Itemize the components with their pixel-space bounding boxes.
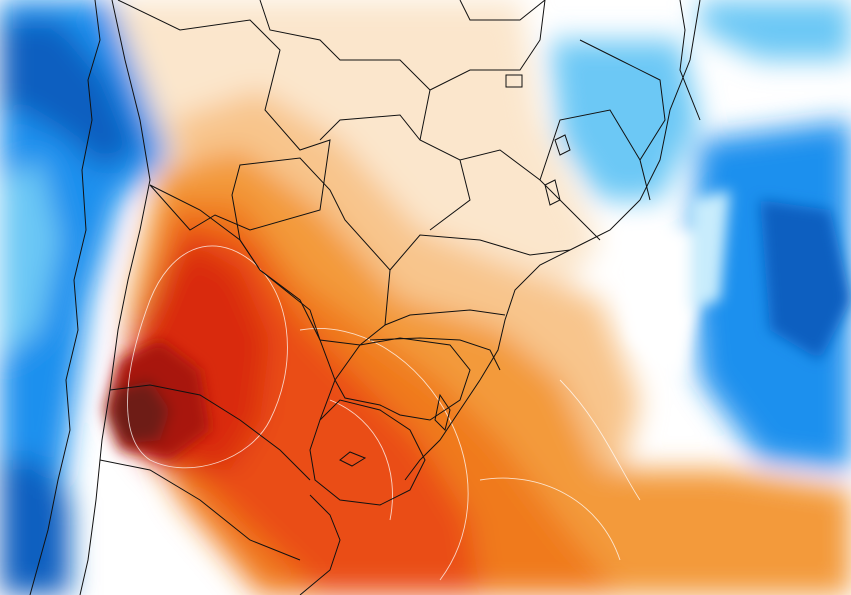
brazil-states: [429, 159, 471, 231]
field-paleblue-east: [690, 190, 730, 310]
contour-line: [127, 245, 288, 469]
brazil-states: [539, 109, 651, 201]
lake-feature: [505, 74, 523, 88]
brazil-states: [579, 39, 666, 161]
contour-line: [479, 477, 621, 561]
contour-line: [329, 399, 393, 521]
lagoon: [434, 393, 451, 431]
argentina-provinces: [109, 384, 311, 481]
contour-line: [559, 379, 641, 501]
field-maroon-core: [110, 380, 170, 445]
east-coastline: [404, 0, 701, 481]
rio-grande-do-sul: [334, 337, 471, 421]
field-lightblue-topright: [700, 0, 851, 60]
lagoon: [339, 451, 367, 467]
field-deepblue-southwest: [0, 460, 70, 595]
argentina-provinces: [99, 459, 301, 561]
uruguay-border: [309, 399, 426, 506]
contour-lines: [127, 245, 641, 581]
inland-feature: [544, 179, 561, 206]
brazil-states: [679, 0, 701, 121]
brazil-states: [384, 309, 506, 326]
andes-border: [79, 0, 151, 595]
brazil-states: [259, 0, 431, 91]
plata-shore: [299, 494, 341, 595]
brazil-states: [459, 0, 546, 21]
argentina-provinces: [149, 184, 336, 421]
field-lightblue-northeast: [550, 40, 700, 200]
brazil-states: [419, 0, 546, 141]
field-lightblue-west: [0, 160, 60, 360]
field-deepblue-west: [0, 20, 140, 170]
inland-feature: [554, 134, 571, 156]
country-borders: [29, 0, 701, 595]
brazil-states: [389, 234, 571, 271]
west-coastline: [29, 0, 101, 595]
field-deepblue-east: [760, 200, 851, 360]
field-white-patch-east: [620, 230, 700, 380]
contour-line: [299, 328, 469, 581]
